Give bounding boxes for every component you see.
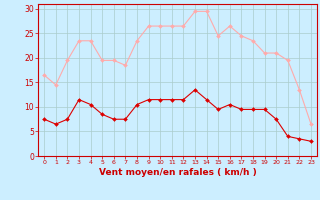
X-axis label: Vent moyen/en rafales ( km/h ): Vent moyen/en rafales ( km/h )	[99, 168, 256, 177]
